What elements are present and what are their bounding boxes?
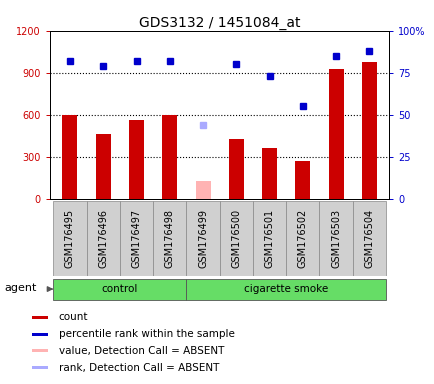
Bar (32, 333, 48, 336)
Bar (53, 201, 86, 276)
Text: count: count (59, 312, 88, 322)
Bar (32, 366, 48, 369)
Bar (361, 62, 376, 199)
Bar (352, 201, 385, 276)
Text: GSM176504: GSM176504 (364, 209, 374, 268)
Bar (53, 279, 186, 300)
Bar (286, 201, 319, 276)
Bar (162, 115, 177, 199)
Text: GSM176501: GSM176501 (264, 209, 274, 268)
Text: agent: agent (4, 283, 36, 293)
Bar (95, 134, 111, 199)
Bar (129, 120, 144, 199)
Text: GSM176495: GSM176495 (65, 209, 75, 268)
Bar (186, 201, 219, 276)
Bar (319, 201, 352, 276)
Text: cigarette smoke: cigarette smoke (243, 284, 328, 294)
Text: GSM176503: GSM176503 (330, 209, 340, 268)
Text: value, Detection Call = ABSENT: value, Detection Call = ABSENT (59, 346, 224, 356)
Bar (86, 201, 120, 276)
Bar (32, 316, 48, 319)
Bar (120, 201, 153, 276)
Bar (62, 115, 77, 199)
Text: GSM176497: GSM176497 (131, 209, 141, 268)
Title: GDS3132 / 1451084_at: GDS3132 / 1451084_at (138, 16, 300, 30)
Bar (295, 161, 309, 199)
Text: GSM176502: GSM176502 (297, 209, 307, 268)
Bar (252, 201, 286, 276)
Text: rank, Detection Call = ABSENT: rank, Detection Call = ABSENT (59, 363, 219, 373)
Text: percentile rank within the sample: percentile rank within the sample (59, 329, 234, 339)
Text: control: control (102, 284, 138, 294)
Bar (195, 181, 210, 199)
Text: GSM176496: GSM176496 (98, 209, 108, 268)
Text: GSM176500: GSM176500 (231, 209, 241, 268)
Bar (328, 69, 343, 199)
Bar (186, 279, 385, 300)
Bar (153, 201, 186, 276)
Text: GSM176499: GSM176499 (197, 209, 207, 268)
Bar (219, 201, 252, 276)
Text: GSM176498: GSM176498 (164, 209, 174, 268)
Bar (228, 139, 243, 199)
Bar (32, 349, 48, 353)
Bar (262, 149, 276, 199)
